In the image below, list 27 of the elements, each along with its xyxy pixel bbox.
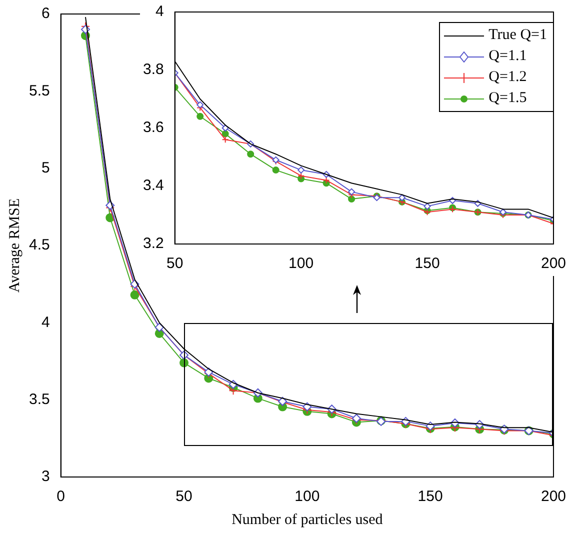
x-tick-label: 100 [294, 488, 320, 506]
x-tick-label: 100 [288, 255, 314, 272]
y-axis-title: Average RMSE [6, 198, 23, 293]
x-tick-label: 50 [166, 255, 184, 272]
legend-label: Q=1.1 [488, 48, 527, 65]
y-tick-label: 6 [42, 5, 50, 22]
y-tick-label: 3.4 [142, 177, 164, 194]
x-tick-label: 200 [540, 488, 566, 506]
y-tick-label: 4 [42, 314, 50, 331]
y-tick-label: 5.5 [28, 82, 50, 100]
x-tick-label: 200 [540, 255, 566, 272]
y-tick-label: 3.5 [28, 390, 50, 408]
y-tick-label: 5 [42, 159, 50, 176]
y-tick-label: 3 [42, 468, 50, 486]
x-tick-label: 0 [56, 488, 66, 506]
x-tick-label: 150 [414, 255, 440, 272]
x-axis-title: Number of particles used [232, 512, 384, 528]
y-tick-label: 3.8 [142, 61, 164, 78]
x-tick-label: 50 [176, 488, 192, 506]
legend-label: Q=1.5 [488, 90, 527, 107]
legend-label: True Q=1 [488, 27, 547, 44]
y-tick-label: 3.6 [142, 119, 164, 136]
legend-label: Q=1.2 [488, 69, 527, 86]
y-tick-label: 3.2 [142, 235, 164, 252]
x-tick-label: 150 [418, 488, 443, 506]
y-tick-label: 4.5 [28, 236, 50, 254]
y-tick-label: 4 [156, 3, 164, 20]
